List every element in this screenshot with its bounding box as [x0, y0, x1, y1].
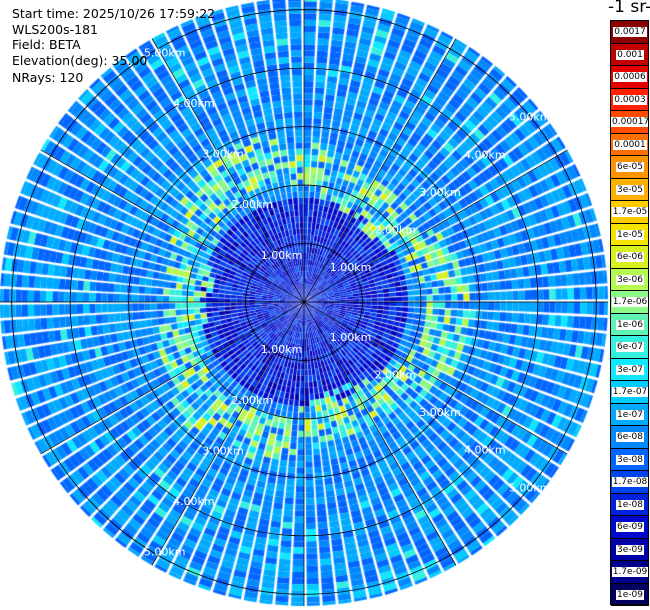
ring-label-5-0: 5.00km — [144, 46, 186, 59]
azimuth-spoke-60 — [303, 301, 457, 566]
ring-label-5-3: 5.00km — [144, 546, 186, 559]
azimuth-spoke-300 — [303, 38, 457, 303]
colorbar-title: -1 sr- — [608, 0, 650, 17]
colorbar-tick-17: 1e-07 — [611, 403, 649, 426]
colorbar-tick-18: 6e-08 — [611, 426, 649, 449]
ring-label-4-2: 4.00km — [464, 444, 506, 457]
ring-label-4-1: 4.00km — [464, 148, 506, 161]
colorbar-tick-12: 1.7e-06 — [611, 291, 649, 314]
colorbar-tick-9: 1e-05 — [611, 223, 649, 246]
azimuth-spoke-330 — [303, 149, 568, 303]
ring-label-4-3: 4.00km — [173, 495, 215, 508]
colorbar-tick-4: 0.00017 — [611, 111, 650, 134]
colorbar-tick-19: 3e-08 — [611, 448, 649, 471]
colorbar-tick-0: 0.0017 — [611, 21, 649, 44]
colorbar-tick-1: 0.001 — [611, 43, 649, 66]
ring-label-2-2: 2.00km — [375, 369, 417, 382]
colorbar-tick-16: 1.7e-07 — [611, 381, 649, 404]
ring-label-2-1: 2.00km — [375, 223, 417, 236]
colorbar-tick-11: 3e-06 — [611, 268, 649, 291]
ring-label-4-0: 4.00km — [173, 97, 215, 110]
azimuth-spoke-240 — [151, 38, 305, 303]
colorbar-tick-23: 3e-09 — [611, 538, 649, 561]
colorbar-tick-20: 1.7e-08 — [611, 471, 649, 494]
instrument-label: WLS200s-181 — [12, 22, 98, 37]
azimuth-spoke-150 — [40, 301, 305, 455]
azimuth-spoke-30 — [303, 301, 568, 455]
colorbar-tick-6: 6e-05 — [611, 156, 649, 179]
ring-label-3-2: 3.00km — [419, 406, 461, 419]
start-time-label: Start time: 2025/10/26 17:59:22 — [12, 6, 216, 21]
colorbar-tick-14: 6e-07 — [611, 336, 649, 359]
nrays-label: NRays: 120 — [12, 70, 84, 85]
ring-label-3-0: 3.00km — [202, 148, 244, 161]
ring-label-3-1: 3.00km — [419, 186, 461, 199]
colorbar-tick-10: 6e-06 — [611, 246, 649, 269]
field-label: Field: BETA — [12, 37, 81, 52]
ring-label-3-3: 3.00km — [202, 444, 244, 457]
colorbar-tick-5: 0.0001 — [611, 133, 649, 156]
ring-label-2-3: 2.00km — [232, 394, 274, 407]
ring-label-2-0: 2.00km — [232, 198, 274, 211]
ring-label-1-3: 1.00km — [261, 343, 303, 356]
ring-label-1-1: 1.00km — [330, 261, 372, 274]
ring-label-1-2: 1.00km — [330, 331, 372, 344]
colorbar-tick-8: 1.7e-05 — [611, 201, 649, 224]
ring-label-5-1: 5.00km — [509, 111, 551, 124]
ring-label-1-0: 1.00km — [261, 249, 303, 262]
ring-label-5-2: 5.00km — [509, 481, 551, 494]
colorbar-tick-15: 3e-07 — [611, 358, 649, 381]
elevation-label: Elevation(deg): 35.00 — [12, 53, 148, 68]
colorbar-frame — [610, 20, 649, 605]
colorbar-tick-25: 1e-09 — [611, 583, 649, 606]
colorbar-tick-22: 6e-09 — [611, 516, 649, 539]
colorbar-tick-21: 1e-08 — [611, 493, 649, 516]
azimuth-spoke-120 — [151, 301, 305, 566]
azimuth-spoke-210 — [40, 149, 305, 303]
colorbar-tick-24: 1.7e-09 — [611, 561, 649, 584]
colorbar-tick-7: 3e-05 — [611, 178, 649, 201]
colorbar-tick-13: 1e-06 — [611, 313, 649, 336]
colorbar-tick-2: 0.0006 — [611, 66, 649, 89]
colorbar-tick-3: 0.0003 — [611, 88, 649, 111]
